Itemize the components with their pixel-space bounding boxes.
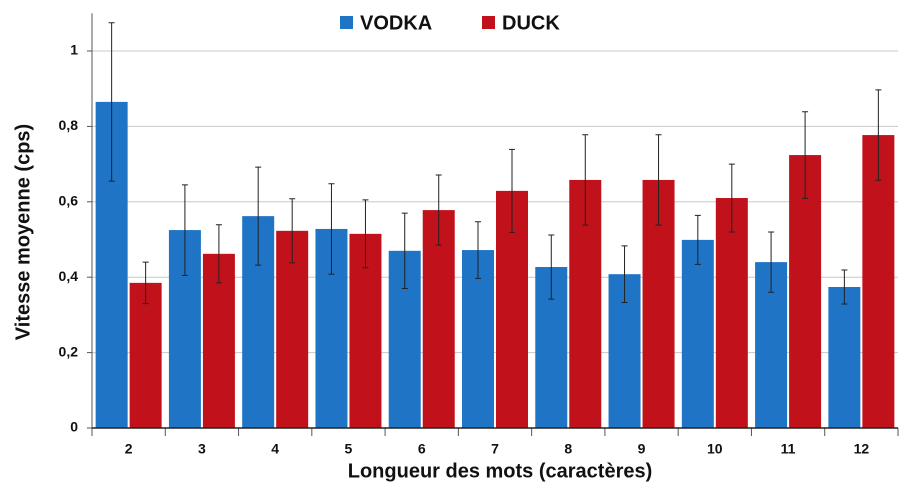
- error-bar: [548, 234, 555, 300]
- bar: [422, 210, 455, 428]
- bar: [129, 282, 162, 428]
- error-bar: [181, 184, 188, 276]
- x-tick-label: 10: [707, 441, 723, 457]
- error-bar: [621, 245, 628, 303]
- error-bar: [215, 224, 222, 284]
- y-tick-label: 0,4: [59, 268, 79, 284]
- error-bar: [655, 134, 662, 226]
- x-tick-label: 8: [564, 441, 572, 457]
- x-tick-label: 5: [345, 441, 353, 457]
- error-bar: [328, 183, 335, 275]
- y-axis-title: Vitesse moyenne (cps): [12, 124, 34, 340]
- error-bar: [255, 166, 262, 266]
- error-bar: [694, 214, 701, 265]
- bar: [276, 230, 309, 428]
- error-bar: [802, 111, 809, 199]
- error-bar: [475, 221, 481, 279]
- y-tick-label: 0,6: [59, 193, 79, 209]
- error-bar: [362, 199, 369, 269]
- error-bar: [582, 134, 589, 226]
- x-tick-label: 2: [125, 441, 133, 457]
- x-tick-label: 9: [638, 441, 646, 457]
- error-bar: [142, 261, 149, 305]
- legend-swatch: [482, 16, 495, 29]
- legend-label: DUCK: [502, 12, 560, 34]
- y-tick-label: 0,8: [59, 117, 79, 133]
- error-bar: [401, 212, 408, 290]
- error-bar: [509, 148, 515, 233]
- x-tick-label: 4: [271, 441, 279, 457]
- legend-swatch: [340, 16, 353, 29]
- error-bar: [108, 22, 115, 182]
- y-tick-label: 0: [70, 419, 78, 435]
- x-tick-label: 3: [198, 441, 206, 457]
- error-bar: [841, 269, 848, 305]
- x-tick-label: 7: [491, 441, 499, 457]
- error-bar: [289, 198, 296, 264]
- y-tick-label: 0,2: [59, 343, 79, 359]
- bar: [715, 198, 748, 428]
- x-tick-label: 6: [418, 441, 426, 457]
- x-tick-label: 11: [781, 441, 796, 457]
- bar: [862, 135, 895, 429]
- error-bar: [728, 163, 735, 233]
- legend-label: VODKA: [360, 12, 432, 34]
- error-bar: [875, 89, 882, 181]
- bar: [828, 287, 861, 428]
- error-bar: [768, 231, 775, 293]
- bar: [681, 239, 714, 428]
- bar: [462, 250, 494, 428]
- error-bar: [435, 174, 442, 246]
- y-tick-label: 1: [70, 42, 78, 58]
- x-axis-title: Longueur des mots (caractères): [348, 460, 653, 482]
- bar: [789, 155, 822, 428]
- x-tick-label: 12: [854, 441, 870, 457]
